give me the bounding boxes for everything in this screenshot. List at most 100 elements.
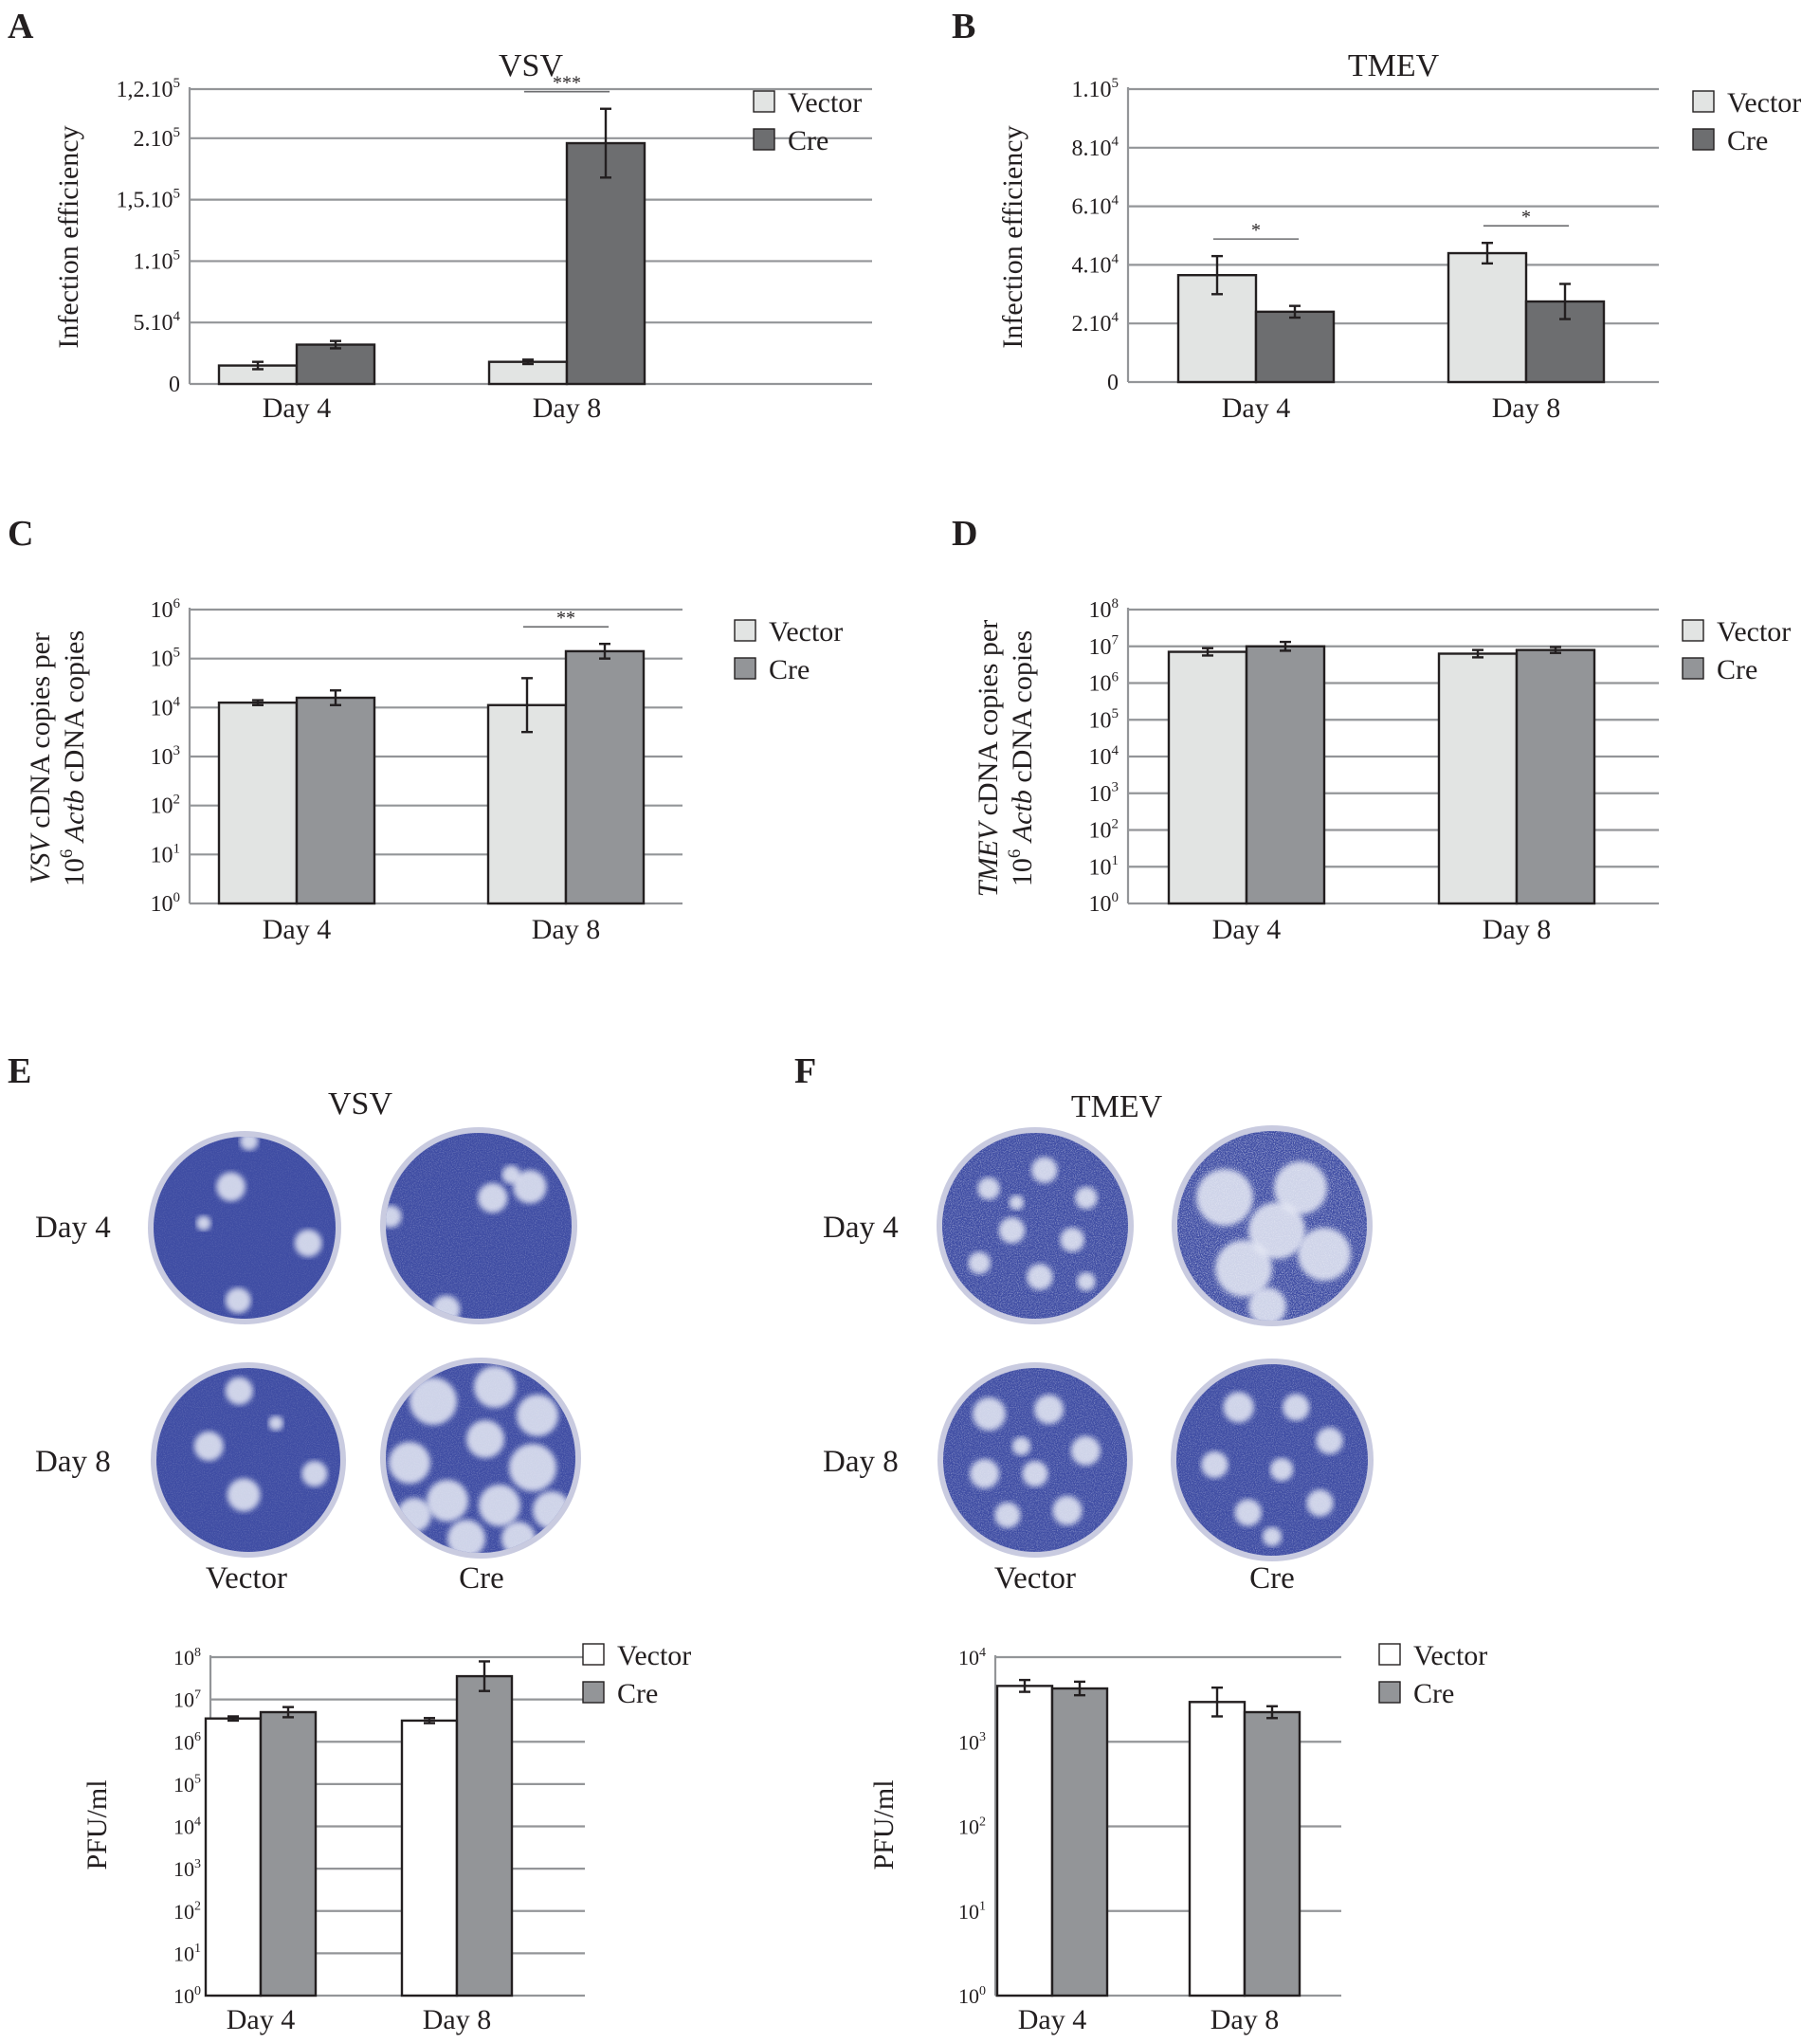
bar-cre-day8: [455, 1674, 514, 1997]
plates-e-col-vector: Vector: [206, 1561, 287, 1596]
panel-letter-f: F: [794, 1051, 816, 1091]
y-tick-label: 6.104: [1072, 193, 1119, 220]
plates-f-row-day8: Day 8: [823, 1445, 899, 1479]
y-tick-label: 104: [151, 694, 181, 721]
y-tick-label: 105: [173, 1773, 201, 1797]
y-tick-label: 101: [958, 1900, 986, 1924]
plate-texture: [942, 1133, 1128, 1319]
y-tick-label: 102: [151, 793, 181, 819]
plaque: [1031, 1157, 1058, 1183]
y-tick-label: 2.105: [134, 125, 181, 152]
y-tick-label: 107: [1089, 633, 1119, 660]
bar-cre-day4: [1254, 310, 1336, 384]
y-tick-label: 102: [958, 1815, 986, 1838]
plaque: [998, 1217, 1026, 1244]
plaque: [1248, 1202, 1305, 1259]
bar-vector-day4: [204, 1717, 263, 1997]
y-tick-label: 100: [1089, 890, 1119, 917]
plaque: [1196, 1169, 1253, 1226]
panel-letter-b: B: [952, 7, 975, 46]
y-tick-label: 106: [151, 596, 181, 623]
legend-swatch-vector: [753, 90, 775, 113]
legend-label-cre: Cre: [1727, 125, 1768, 156]
plaque: [474, 1366, 516, 1408]
plate-vsv-day8-cre: [380, 1358, 581, 1559]
plaque: [513, 1170, 547, 1204]
plaque: [973, 1397, 1006, 1431]
y-tick-label: 104: [173, 1815, 201, 1838]
plaque: [1011, 1436, 1031, 1456]
plaque: [1027, 1264, 1053, 1290]
bar-vector-day8: [1437, 652, 1519, 905]
y-tick-label: 105: [151, 646, 181, 672]
x-category-label: Day 4: [227, 2004, 295, 2035]
y-tick-label: 1.105: [134, 247, 181, 274]
legend-swatch-cre: [1682, 657, 1704, 680]
chart-title: TMEV: [1348, 48, 1440, 83]
plaque: [225, 1287, 251, 1314]
bar-vector-day4: [217, 701, 299, 905]
y-tick-label: 104: [958, 1646, 986, 1669]
plaque: [427, 1480, 468, 1522]
legend-label-cre: Cre: [1717, 654, 1757, 685]
legend-swatch-cre: [1692, 128, 1715, 151]
y-axis-label-line2: 106 Actb cDNA copies: [57, 630, 90, 886]
plates-e-row-day4: Day 4: [35, 1211, 111, 1245]
plaque: [1316, 1427, 1343, 1454]
legend-label-vector: Vector: [1717, 616, 1791, 648]
bar-cre-day8: [564, 649, 646, 905]
plates-f-col-cre: Cre: [1249, 1561, 1295, 1596]
plaque: [1269, 1457, 1294, 1482]
chart-title: VSV: [499, 48, 563, 83]
x-category-label: Day 4: [263, 392, 331, 424]
y-tick-label: 101: [1089, 853, 1119, 880]
y-tick-label: 8.104: [1072, 135, 1119, 161]
plaque: [1077, 1272, 1096, 1291]
bar-vector-day4: [995, 1685, 1054, 1997]
panel-letter-c: C: [8, 514, 33, 554]
y-tick-label: 100: [958, 1984, 986, 2008]
plaque: [1034, 1395, 1065, 1425]
y-tick-label: 103: [958, 1730, 986, 1754]
y-tick-label: 108: [173, 1646, 201, 1669]
plate-vsv-day8-vector: [151, 1362, 346, 1558]
y-tick-label: 100: [151, 890, 181, 917]
y-axis-label: Infection efficiency: [997, 125, 1028, 348]
y-tick-label: 1,2.105: [117, 76, 181, 102]
legend-label-vector: Vector: [769, 616, 843, 648]
x-category-label: Day 8: [1492, 392, 1560, 424]
plaque: [1052, 1495, 1083, 1525]
plaque: [1274, 1161, 1327, 1214]
bar-vector-day4: [1167, 650, 1248, 905]
y-tick-label: 105: [1089, 706, 1119, 733]
x-category-label: Day 8: [532, 914, 600, 945]
plaque: [466, 1420, 504, 1458]
chart-f-tmev-pfu: 100 101 102 103 104 PFU/ml Day 4 Day 8 Vector Cre: [868, 1640, 1487, 2035]
plaque: [1075, 1186, 1098, 1210]
plaque: [1009, 1195, 1025, 1211]
significance-stars: **: [556, 608, 575, 629]
plates-f-title: TMEV: [1071, 1089, 1163, 1124]
plaque: [227, 1478, 261, 1512]
bar-cre-day4: [259, 1710, 318, 1997]
panel-letter-e: E: [8, 1051, 31, 1091]
bar-vector-day8: [486, 703, 568, 905]
y-axis-label-line1: TMEV cDNA copies per: [973, 620, 1004, 897]
legend-swatch-cre: [734, 657, 756, 680]
legend-label-vector: Vector: [1727, 87, 1801, 119]
x-category-label: Day 4: [1212, 914, 1281, 945]
plaque: [225, 1377, 253, 1405]
plaque: [294, 1229, 322, 1257]
y-axis-label: Infection efficiency: [53, 125, 84, 348]
x-category-label: Day 8: [1210, 2004, 1279, 2035]
x-category-label: Day 4: [1018, 2004, 1086, 2035]
plaque: [216, 1172, 246, 1202]
plates-f-tmev: TMEV Day 4 Day 8 Vector Cre: [823, 1089, 1374, 1596]
legend-label-vector: Vector: [1413, 1640, 1487, 1671]
plaque: [1060, 1227, 1084, 1252]
x-category-label: Day 8: [1483, 914, 1551, 945]
y-tick-label: 2.104: [1072, 310, 1119, 337]
x-category-label: Day 8: [533, 392, 601, 424]
y-axis-label-line2: 106 Actb cDNA copies: [1005, 630, 1038, 886]
plaque: [509, 1444, 556, 1491]
